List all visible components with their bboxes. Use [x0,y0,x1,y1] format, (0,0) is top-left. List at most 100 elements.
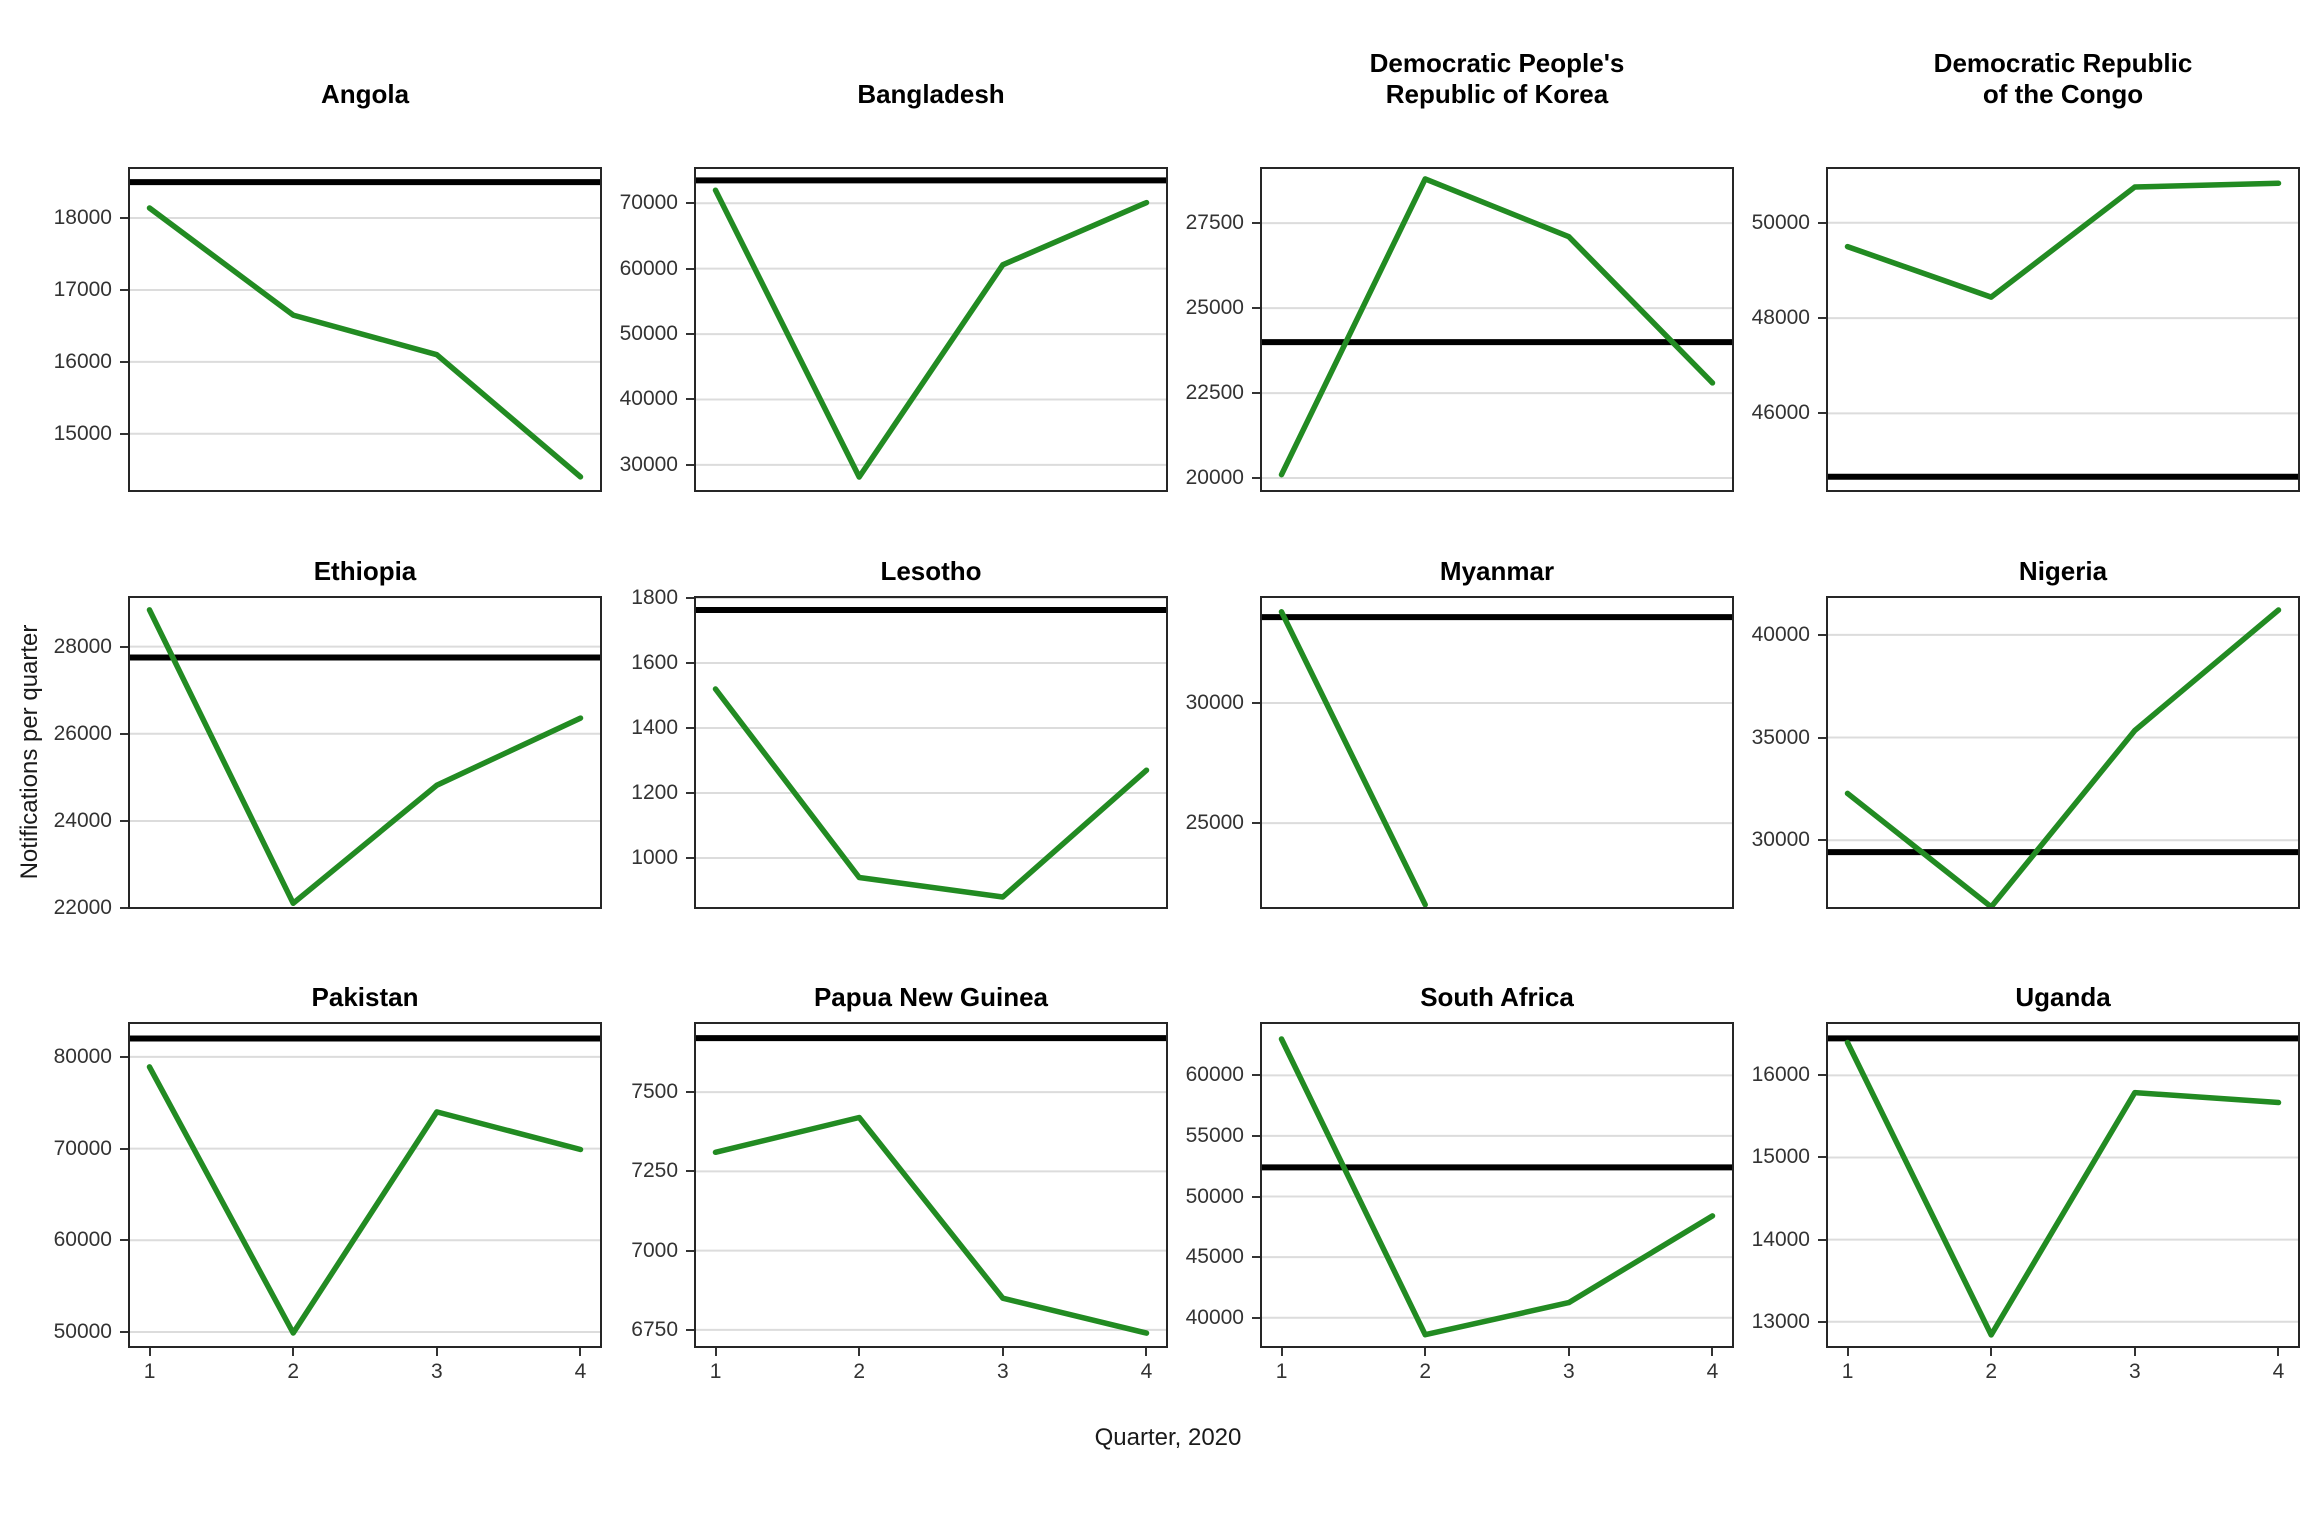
facet-democratic-republic-of-the-congo: Democratic Republic of the Congo 46000 480… [1734,0,2300,492]
y-axis-ticks: 46000 48000 50000 [1734,167,1826,492]
data-line [712,686,1150,900]
y-tick-mark [120,1147,128,1150]
y-tick-label: 27500 [1185,211,1244,235]
facet-plot-svg [1828,180,2298,480]
x-tick-label: 4 [1706,1360,1719,1383]
y-tick-label: 15000 [1751,1145,1810,1169]
y-axis-ticks: 25000 30000 [1168,596,1260,909]
y-tick-mark [1252,1256,1260,1259]
facet-papua-new-guinea: Papua New Guinea 6750 7000 7250 7500 1 2 3 4 [602,909,1168,1400]
x-tick-label: 1 [1841,1360,1854,1383]
y-tick-label: 60000 [619,256,678,280]
y-axis-ticks: 50000 60000 70000 80000 [36,1022,128,1348]
y-tick-mark [1818,633,1826,636]
y-tick-mark [1818,736,1826,739]
facet-democratic-people-s-republic-of-korea: Democratic People's Republic of Korea 200… [1168,0,1734,492]
facet-title: Uganda [2015,982,2111,1013]
y-tick-mark [120,288,128,291]
y-tick-mark [686,791,694,794]
y-tick-label: 55000 [1185,1123,1244,1147]
y-tick-mark [120,360,128,363]
facet-title: South Africa [1420,982,1574,1013]
y-tick-label: 26000 [53,721,112,745]
x-axis-ticks: 1 2 3 4 [1260,1348,1734,1400]
x-tick-label: 3 [2128,1360,2141,1383]
y-tick-label: 35000 [1751,725,1810,749]
x-tick-mark [1001,1348,1004,1356]
y-tick-label: 1800 [631,585,678,609]
y-tick-mark [686,267,694,270]
y-tick-label: 22500 [1185,381,1244,405]
y-tick-label: 25000 [1185,811,1244,835]
x-tick-label: 1 [709,1360,722,1383]
y-tick-mark [686,333,694,336]
y-tick-label: 18000 [53,206,112,230]
x-tick-mark [1711,1348,1714,1356]
y-axis-ticks: 40000 45000 50000 55000 60000 [1168,1022,1260,1348]
x-tick-mark [1990,1348,1993,1356]
facet-row-2: Ethiopia 22000 24000 26000 28000 Lesotho 1000 1… [36,492,2300,919]
data-line [712,187,1150,480]
y-tick-label: 46000 [1751,401,1810,425]
facet-lesotho: Lesotho 1000 1200 1400 1600 1800 [602,492,1168,909]
facet-title: Ethiopia [313,556,417,587]
facet-title: Lesotho [880,556,982,587]
y-tick-label: 40000 [1751,622,1810,646]
data-line [1844,180,2282,300]
y-tick-label: 60000 [1185,1063,1244,1087]
facet-myanmar: Myanmar 25000 30000 [1168,492,1734,909]
facet-body: 30000 35000 40000 [1734,596,2300,909]
y-tick-label: 1400 [631,715,678,739]
facet-body: 13000 14000 15000 16000 [1734,1022,2300,1348]
x-tick-mark [2277,1348,2280,1356]
y-tick-mark [686,726,694,729]
y-tick-label: 7250 [631,1159,678,1183]
x-tick-mark [1280,1348,1283,1356]
facet-plot-svg [1262,609,1732,907]
x-tick-mark [435,1348,438,1356]
y-tick-label: 14000 [1751,1227,1810,1251]
y-tick-mark [1252,477,1260,480]
plot-panel [1826,167,2300,492]
y-axis-ticks: 20000 22500 25000 27500 [1168,167,1260,492]
y-tick-mark [1818,839,1826,842]
y-tick-mark [1252,392,1260,395]
y-tick-mark [686,596,694,599]
y-tick-mark [1818,1238,1826,1241]
x-tick-mark [292,1348,295,1356]
y-tick-mark [120,1055,128,1058]
x-tick-label: 4 [574,1360,587,1383]
x-tick-label: 2 [1985,1360,1998,1383]
y-tick-label: 50000 [619,322,678,346]
y-tick-mark [120,1239,128,1242]
facet-title: Democratic People's Republic of Korea [1369,47,1625,110]
data-line [1844,607,2282,907]
y-tick-label: 25000 [1185,296,1244,320]
facet-plot-svg [696,598,1166,900]
plot-panel [1826,596,2300,909]
facet-body: 15000 16000 17000 18000 [36,167,602,492]
y-tick-label: 40000 [1185,1305,1244,1329]
y-tick-label: 1000 [631,845,678,869]
facet-body: 40000 45000 50000 55000 60000 [1168,1022,1734,1348]
y-tick-mark [1252,307,1260,310]
y-tick-label: 30000 [1185,691,1244,715]
data-line [1278,609,1428,907]
y-axis-ticks: 30000 35000 40000 [1734,596,1826,909]
y-tick-mark [686,463,694,466]
x-tick-mark [1846,1348,1849,1356]
y-tick-mark [1252,1074,1260,1077]
x-axis-title: Quarter, 2020 [1094,1424,1242,1451]
plot-panel [1260,1022,1734,1348]
plot-panel [128,1022,602,1348]
facet-plot-svg [130,179,600,480]
y-tick-label: 40000 [619,387,678,411]
x-tick-label: 4 [1140,1360,1153,1383]
y-tick-label: 16000 [53,349,112,373]
facet-body: 1000 1200 1400 1600 1800 [602,586,1168,909]
x-tick-mark [1567,1348,1570,1356]
y-tick-label: 20000 [1185,466,1244,490]
y-tick-label: 45000 [1185,1245,1244,1269]
y-axis-ticks: 13000 14000 15000 16000 [1734,1022,1826,1348]
y-tick-label: 50000 [1751,210,1810,234]
